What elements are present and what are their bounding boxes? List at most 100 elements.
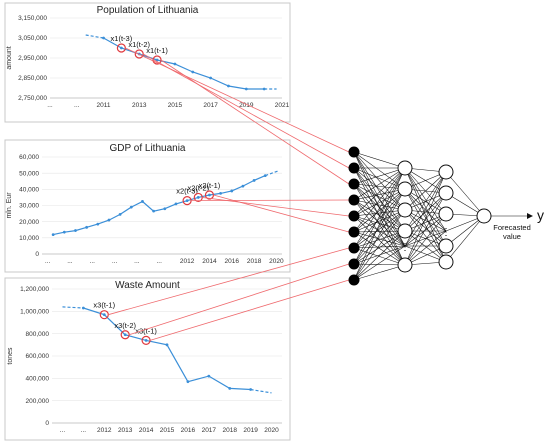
gdp-ytick-label: 10,000 xyxy=(19,235,39,242)
gdp-xtick-label: ... xyxy=(45,258,51,265)
input-node xyxy=(348,242,360,254)
output-arrow-head xyxy=(527,213,533,219)
waste-xtick-label: 2012 xyxy=(97,427,112,434)
waste-title: Waste Amount xyxy=(115,280,180,291)
waste-xtick-label: 2020 xyxy=(264,427,279,434)
gdp-data-point xyxy=(107,218,111,222)
population-data-point xyxy=(227,84,230,88)
waste-data-point xyxy=(249,388,253,391)
waste-ytick-label: 1,000,000 xyxy=(20,309,49,316)
network-edge xyxy=(353,209,406,233)
waste-data-point xyxy=(207,374,211,378)
connector-line xyxy=(149,279,350,341)
input-node xyxy=(348,194,360,206)
network-edge xyxy=(353,167,406,247)
waste-xtick-label: 2019 xyxy=(243,427,258,434)
network-edge xyxy=(353,151,406,190)
connector-line xyxy=(129,263,350,336)
network-edge xyxy=(353,167,406,190)
network-edge xyxy=(404,192,447,232)
hidden-node xyxy=(397,223,413,239)
network-edge xyxy=(353,245,406,281)
hidden-node xyxy=(438,254,454,270)
gdp-lag-label: x2(t-3) xyxy=(176,187,198,196)
waste-chart: Waste Amount 1,200,000 1,000,000 800,000 600… xyxy=(4,277,291,441)
gdp-ytick-label: 0 xyxy=(35,251,39,258)
population-series-line xyxy=(103,37,265,90)
hidden-node xyxy=(397,181,413,197)
network-edge xyxy=(353,209,406,281)
network-edge xyxy=(353,188,406,217)
gdp-xtick-label: ... xyxy=(90,258,96,265)
gdp-data-point xyxy=(51,233,55,237)
network-edge xyxy=(404,167,447,232)
gdp-y-axis-label: mln. Eur xyxy=(6,192,13,219)
population-data-point xyxy=(173,62,177,66)
network-edge xyxy=(353,183,406,190)
gdp-data-point xyxy=(241,184,245,188)
population-xtick-label: 2011 xyxy=(97,102,111,109)
network-edge xyxy=(353,167,406,185)
connector-line xyxy=(191,199,350,202)
gdp-xtick-label: 2014 xyxy=(202,258,217,265)
waste-dashed-segment xyxy=(62,306,84,309)
waste-lag-label: x3(t-2) xyxy=(114,321,136,330)
waste-xtick-label: 2013 xyxy=(118,427,133,434)
network-edge xyxy=(404,192,447,266)
waste-ytick-label: 0 xyxy=(45,420,49,427)
network-edge xyxy=(353,230,406,281)
hidden-node xyxy=(397,257,413,273)
gdp-lag-label: x2(t-2) xyxy=(187,183,209,192)
network-edge xyxy=(353,167,406,281)
network-edge xyxy=(404,245,447,266)
gdp-xtick-label: 2016 xyxy=(225,258,240,265)
population-xtick-label: 2015 xyxy=(168,102,183,109)
gdp-data-point xyxy=(141,200,144,203)
waste-xtick-label: ... xyxy=(81,427,87,434)
gdp-ytick-label: 60,000 xyxy=(19,154,39,161)
waste-lag-label: x3(t-1) xyxy=(135,326,157,335)
network-edge xyxy=(353,209,406,217)
gdp-xtick-label: 2012 xyxy=(180,258,195,265)
waste-xtick-label: 2017 xyxy=(202,427,217,434)
connector-line xyxy=(160,59,350,185)
population-data-point xyxy=(119,46,123,50)
output-node xyxy=(476,208,492,224)
forecast-caption-line2: value xyxy=(503,232,521,241)
gdp-xtick-label: 2018 xyxy=(247,258,262,265)
network-edge xyxy=(404,167,447,247)
gdp-dashed-segment xyxy=(265,170,279,177)
waste-xtick-label: ... xyxy=(60,427,66,434)
network-edge xyxy=(353,215,406,266)
population-xtick-label: 2017 xyxy=(203,102,218,109)
population-ytick-label: 3,050,000 xyxy=(18,35,47,42)
population-data-point xyxy=(155,58,159,62)
network-edge xyxy=(353,209,406,265)
gdp-data-point xyxy=(219,191,223,195)
population-ytick-label: 2,850,000 xyxy=(18,75,47,82)
network-edge xyxy=(353,247,406,266)
network-edge xyxy=(404,171,447,232)
forecast-caption-line1: Forecasted xyxy=(493,223,531,232)
gdp-chart: GDP of Lithuania 60,000 50,000 40,000 30,000… xyxy=(4,139,291,273)
hidden-node xyxy=(397,202,413,218)
waste-dashed-segment xyxy=(250,388,272,394)
input-node xyxy=(348,274,360,286)
network-edge xyxy=(353,167,406,232)
gdp-data-point xyxy=(252,179,256,182)
waste-xtick-label: 2015 xyxy=(160,427,175,434)
chart-panels: Population of Lithuania 3,150,000 3,050,00… xyxy=(4,2,291,441)
gdp-data-point xyxy=(85,225,89,229)
network-edge xyxy=(353,167,406,249)
hidden-node xyxy=(438,164,454,180)
waste-xtick-label: 2016 xyxy=(181,427,196,434)
network-edge xyxy=(404,171,447,266)
gdp-series-line xyxy=(53,175,266,236)
network-edge xyxy=(445,215,485,263)
hidden-node xyxy=(438,206,454,222)
gdp-lag-label: x2(t-1) xyxy=(199,181,221,190)
waste-data-point xyxy=(144,338,148,342)
network-edge xyxy=(353,230,406,233)
